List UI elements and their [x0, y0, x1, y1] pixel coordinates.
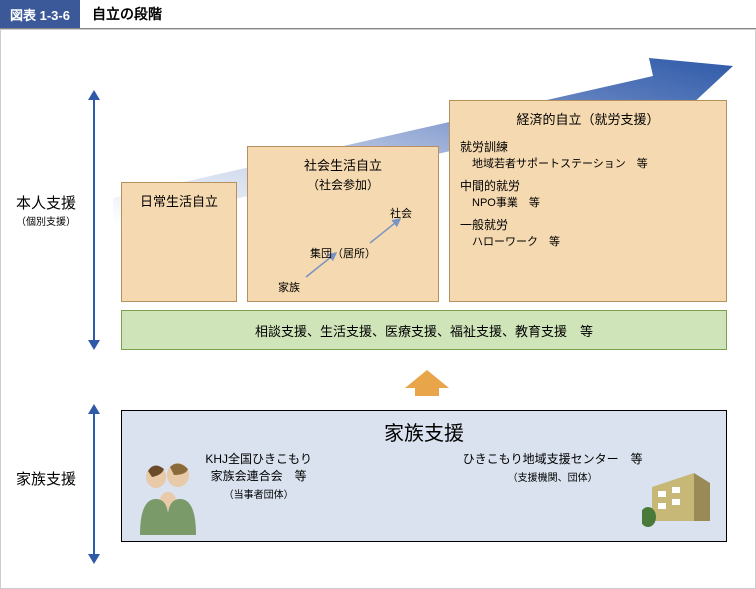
side-label-self-sub: （個別支援） [7, 213, 85, 228]
side-label-self: 本人支援 （個別支援） [7, 192, 85, 228]
side-label-family-main: 家族支援 [7, 468, 85, 489]
stage-social: 社会生活自立 （社会参加） 家族 集団（居所） 社会 [247, 146, 439, 302]
stage-daily: 日常生活自立 [121, 182, 237, 302]
econ-entry-2-head: 一般就労 [460, 218, 508, 232]
side-label-family: 家族支援 [7, 468, 85, 489]
family-box-title: 家族支援 [122, 411, 726, 446]
range-arrow-lower [93, 414, 95, 554]
stage-social-title: 社会生活自立 [258, 155, 428, 174]
support-bar: 相談支援、生活支援、医療支援、福祉支援、教育支援 等 [121, 310, 727, 350]
family-col-2: ひきこもり地域支援センター 等 （支援機関、団体） [463, 450, 643, 501]
stage-daily-title: 日常生活自立 [132, 191, 226, 210]
up-arrow-icon [405, 370, 449, 388]
stage-economic-title: 経済的自立（就労支援） [460, 109, 716, 128]
family-support-box: 家族支援 KHJ全国ひきこもり 家族会連合会 等 （当事者団体） ひきこもり地域… [121, 410, 727, 542]
econ-entry-0: 就労訓練 地域若者サポートステーション 等 [460, 138, 716, 171]
econ-entry-1: 中間的就労 NPO事業 等 [460, 177, 716, 210]
figure-number: 図表 1-3-6 [0, 0, 80, 28]
econ-entry-1-head: 中間的就労 [460, 179, 520, 193]
figure-title: 自立の段階 [80, 0, 174, 28]
ladder-b: 集団（居所） [310, 245, 376, 261]
ladder-c: 社会 [390, 205, 412, 221]
stage-social-subtitle: （社会参加） [258, 176, 428, 193]
ladder-a: 家族 [278, 279, 300, 295]
family-illustration-icon [134, 457, 204, 535]
stage-economic: 経済的自立（就労支援） 就労訓練 地域若者サポートステーション 等 中間的就労 … [449, 100, 727, 302]
family-col-1-line1: KHJ全国ひきこもり [205, 452, 312, 466]
family-col-1-sub: （当事者団体） [205, 486, 312, 501]
family-col-2-line1: ひきこもり地域支援センター 等 [463, 452, 643, 466]
econ-entry-0-head: 就労訓練 [460, 140, 508, 154]
figure-header: 図表 1-3-6 自立の段階 [0, 0, 756, 29]
family-col-1: KHJ全国ひきこもり 家族会連合会 等 （当事者団体） [205, 450, 312, 501]
diagram-canvas: 本人支援 （個別支援） 家族支援 日常生活自立 社会生活自立 （社会参加） 家族… [0, 29, 756, 589]
building-illustration-icon [642, 463, 714, 531]
range-arrow-upper [93, 100, 95, 340]
econ-entry-0-sub: 地域若者サポートステーション 等 [460, 155, 716, 171]
econ-entry-1-sub: NPO事業 等 [460, 194, 716, 210]
family-col-1-line2: 家族会連合会 等 [211, 469, 307, 483]
side-label-self-main: 本人支援 [7, 192, 85, 213]
econ-entry-2: 一般就労 ハローワーク 等 [460, 216, 716, 249]
econ-entry-2-sub: ハローワーク 等 [460, 233, 716, 249]
family-col-2-sub: （支援機関、団体） [463, 469, 643, 484]
